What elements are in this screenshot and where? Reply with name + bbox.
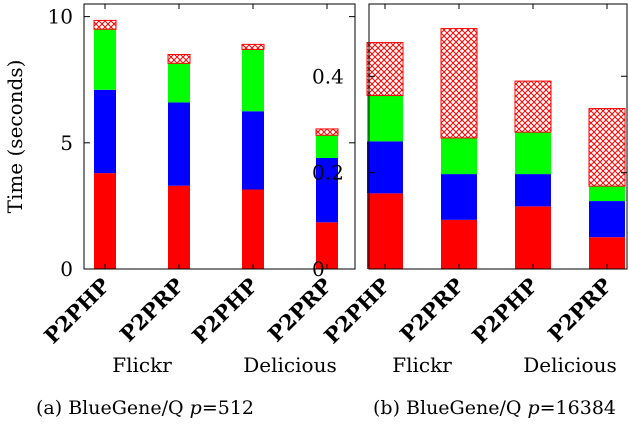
panel-0-category-label-0: P2PHP [39, 273, 115, 349]
panel-0-bar-1-segment-1 [168, 102, 190, 186]
panel-0-bar-1-segment-2 [168, 63, 190, 103]
panel-1-category-label-3: P2PRP [543, 273, 617, 347]
panel-0-bar-1-segment-3 [167, 53, 191, 64]
panel-1-bar-1-segment-1 [441, 174, 477, 220]
panel-1-bar-3-segment-2 [589, 186, 625, 202]
panel-1-ytick-label-2: 0.4 [312, 64, 344, 88]
panel-1-axes-frame [368, 3, 628, 270]
panel-0-bar-3-segment-3 [315, 128, 339, 136]
panel-0-caption: (a) BlueGene/Q p=512 [36, 397, 254, 419]
panel-1-bar-3-segment-0 [589, 237, 625, 269]
panel-1-bar-2-segment-3 [514, 80, 552, 133]
panel-0-bar-3-segment-2 [316, 135, 338, 158]
panel-1-caption: (b) BlueGene/Q p=16384 [373, 397, 616, 419]
panel-1-category-label-2: P2PHP [467, 273, 543, 349]
panel-0-bar-0-segment-2 [94, 29, 116, 90]
panel-0-ytick-label-1: 5 [60, 131, 73, 155]
panel-0-bar-2-segment-2 [242, 49, 264, 112]
panel-1-bar-2-segment-1 [515, 174, 551, 207]
panel-0-bar-2-segment-3 [241, 43, 265, 50]
panel-1-category-label-1: P2PRP [395, 273, 469, 347]
panel-1-bar-2-segment-2 [515, 132, 551, 175]
panel-1-bar-0-segment-1 [367, 141, 403, 194]
panel-0-ytick-label-0: 0 [60, 257, 73, 281]
panel-0-axes-frame [83, 3, 356, 270]
panel-0-group-label-0: Flickr [112, 353, 172, 377]
panel-1-ytick-label-1: 0.2 [312, 161, 344, 185]
panel-1-category-label-0: P2PHP [319, 273, 395, 349]
panel-1-bar-0-segment-2 [367, 95, 403, 142]
panel-0-bar-3-segment-1 [316, 157, 338, 223]
panel-0-category-label-1: P2PRP [115, 273, 189, 347]
panel-1-bar-1-segment-0 [441, 219, 477, 269]
panel-0-category-label-2: P2PHP [187, 273, 263, 349]
panel-0-bar-3-segment-0 [316, 222, 338, 269]
panel-1-bar-3-segment-1 [589, 201, 625, 238]
panel-1-bar-2-segment-0 [515, 206, 551, 269]
panel-0-bar-1-segment-0 [168, 185, 190, 269]
panel-1-group-label-1: Delicious [523, 353, 616, 377]
panel-1-group-label-0: Flickr [392, 353, 452, 377]
panel-0-bar-2-segment-1 [242, 111, 264, 190]
panel-1-bar-3-segment-3 [588, 108, 626, 187]
panel-0-y-axis-title: Time (seconds) [3, 60, 27, 214]
panel-1-bar-1-segment-3 [440, 28, 478, 139]
panel-0-bar-0-segment-0 [94, 173, 116, 269]
panel-0-group-label-1: Delicious [243, 353, 336, 377]
panel-1-ytick-label-0: 0 [312, 257, 325, 281]
panel-1-bar-0-segment-0 [367, 193, 403, 269]
panel-1-bar-1-segment-2 [441, 137, 477, 175]
panel-0-bar-0-segment-1 [94, 89, 116, 174]
panel-0-bar-2-segment-0 [242, 189, 264, 269]
panel-0-bar-0-segment-3 [93, 19, 117, 30]
panel-1-bar-0-segment-3 [366, 42, 404, 97]
panel-0-ytick-label-2: 10 [48, 5, 73, 29]
